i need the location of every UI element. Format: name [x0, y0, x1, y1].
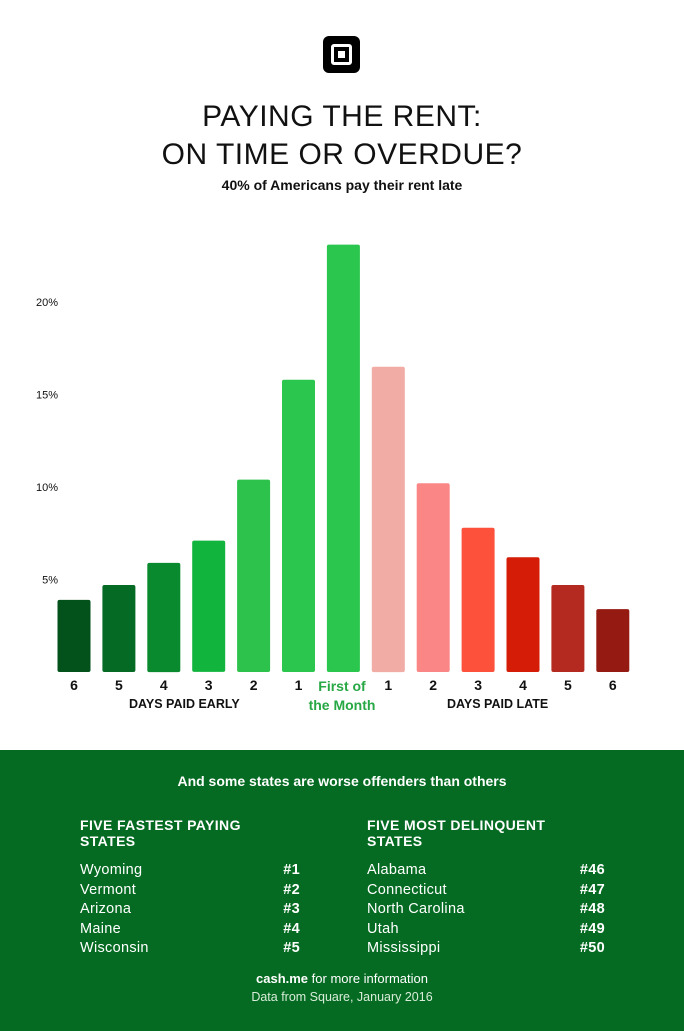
days-paid-late-label: DAYS PAID LATE — [447, 697, 549, 711]
x-tick-label: 5 — [564, 677, 572, 693]
bar-0 — [57, 599, 91, 672]
x-tick-label: 5 — [115, 677, 123, 693]
page-title-line-1: PAYING THE RENT: — [202, 100, 482, 133]
y-tick-label: 10% — [36, 482, 58, 494]
list-item: North Carolina #48 — [367, 901, 605, 921]
bar-2 — [147, 562, 181, 673]
state-rank: #48 — [579, 901, 605, 918]
cash-me-link[interactable]: cash.me — [256, 971, 309, 986]
state-name: Alabama — [367, 862, 427, 878]
state-rank: #47 — [579, 881, 605, 898]
bar-11 — [551, 585, 585, 672]
footer-more-info: cash.me for more information — [0, 971, 684, 986]
state-rank: #46 — [579, 862, 605, 878]
page-title-line-2: ON TIME OR OVERDUE? — [161, 138, 523, 171]
days-paid-early-label: DAYS PAID EARLY — [129, 697, 240, 711]
state-rank: #5 — [283, 940, 300, 957]
x-tick-label: 3 — [205, 677, 213, 693]
bar-12 — [596, 609, 630, 672]
state-name: Vermont — [80, 881, 137, 898]
list-item: Mississippi #50 — [367, 940, 605, 960]
bar-8 — [416, 483, 450, 672]
state-rank: #2 — [283, 881, 300, 898]
x-tick-label: 4 — [519, 677, 527, 693]
fastest-states-list: FIVE FASTEST PAYING STATES Wyoming #1 Ver… — [80, 817, 300, 960]
footer-source: Data from Square, January 2016 — [251, 990, 433, 1004]
x-tick-label: 6 — [609, 677, 617, 693]
x-tick-label: 2 — [250, 677, 258, 693]
state-name: Connecticut — [367, 881, 447, 898]
list-item: Wyoming #1 — [80, 862, 300, 882]
page-subtitle: 40% of Americans pay their rent late — [221, 177, 463, 193]
y-tick-label: 15% — [36, 390, 58, 402]
bar-3 — [192, 540, 226, 672]
y-tick-label: 5% — [42, 575, 58, 587]
state-name: North Carolina — [367, 901, 465, 918]
list-item: Utah #49 — [367, 921, 605, 941]
delinquent-states-list: FIVE MOST DELINQUENT STATES Alabama #46 C… — [367, 817, 605, 960]
x-tick-label: 1 — [295, 677, 303, 693]
footer-suffix: for more information — [308, 971, 428, 986]
first-of-month-line-2: the Month — [308, 697, 376, 713]
state-rank: #1 — [283, 862, 300, 878]
first-of-month-line-1: First of — [318, 678, 366, 694]
list-item: Wisconsin #5 — [80, 940, 300, 960]
square-logo-icon — [323, 36, 360, 73]
list-item: Arizona #3 — [80, 901, 300, 921]
rent-timing-bar-chart: 6 5 4 3 2 1 1 2 3 4 5 6 5% 10% 15% 20% — [36, 244, 630, 693]
list-item: Connecticut #47 — [367, 882, 605, 902]
delinquent-states-title: FIVE MOST DELINQUENT STATES — [367, 817, 546, 849]
states-heading: And some states are worse offenders than… — [177, 773, 507, 789]
x-tick-label: 2 — [429, 677, 437, 693]
first-of-month-label: First of the Month — [292, 677, 392, 715]
bar-4 — [237, 479, 271, 672]
x-tick-label: 6 — [70, 677, 78, 693]
state-name: Wisconsin — [80, 940, 149, 957]
state-rank: #50 — [579, 940, 605, 957]
state-name: Mississippi — [367, 940, 441, 957]
state-name: Maine — [80, 920, 121, 937]
x-tick-label: 4 — [160, 677, 168, 693]
bar-5 — [282, 379, 315, 672]
list-item: Maine #4 — [80, 921, 300, 941]
bar-9 — [461, 527, 495, 672]
state-name: Utah — [367, 920, 399, 937]
state-rank: #3 — [283, 901, 300, 918]
y-tick-label: 20% — [36, 297, 58, 309]
state-name: Arizona — [80, 901, 132, 918]
bar-7 — [371, 366, 405, 673]
states-panel: And some states are worse offenders than… — [0, 750, 684, 1031]
bar-1 — [102, 585, 136, 672]
state-rank: #4 — [283, 920, 300, 937]
x-tick-label: 1 — [384, 677, 392, 693]
state-name: Wyoming — [80, 862, 143, 878]
list-item: Vermont #2 — [80, 882, 300, 902]
bar-10 — [506, 557, 540, 672]
list-item: Alabama #46 — [367, 862, 605, 882]
state-rank: #49 — [579, 920, 605, 937]
fastest-states-title: FIVE FASTEST PAYING STATES — [80, 817, 241, 849]
x-tick-label: 3 — [474, 677, 482, 693]
bar-6 — [326, 244, 360, 672]
